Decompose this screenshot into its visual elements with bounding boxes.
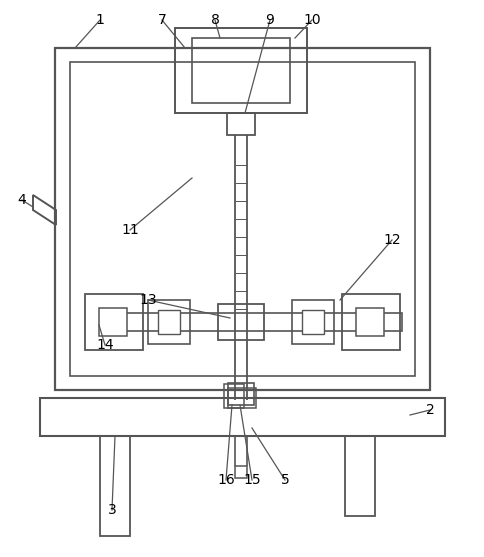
Bar [99, 308, 127, 336]
Bar [55, 48, 430, 390]
Bar [192, 38, 290, 103]
Bar [228, 383, 254, 405]
Bar [40, 398, 445, 436]
Bar [175, 28, 307, 113]
Text: 13: 13 [139, 293, 157, 307]
Bar [224, 384, 244, 408]
Text: 10: 10 [303, 13, 321, 27]
Bar [227, 113, 255, 135]
Bar [228, 388, 256, 408]
Text: 9: 9 [266, 13, 274, 27]
Bar [70, 62, 415, 376]
Text: 14: 14 [96, 338, 114, 352]
Text: 2: 2 [425, 403, 434, 417]
Bar [356, 308, 384, 336]
Bar [235, 466, 247, 478]
Bar [100, 436, 130, 536]
Bar [345, 436, 375, 516]
Text: 15: 15 [243, 473, 261, 487]
Text: 5: 5 [281, 473, 289, 487]
Text: 7: 7 [158, 13, 166, 27]
Text: 3: 3 [107, 503, 116, 517]
Bar [342, 294, 400, 350]
Bar [158, 310, 180, 334]
Bar [100, 313, 402, 331]
Text: 4: 4 [17, 193, 26, 207]
Bar [292, 300, 334, 344]
Text: 16: 16 [217, 473, 235, 487]
Text: 8: 8 [211, 13, 219, 27]
Bar [148, 300, 190, 344]
Bar [85, 294, 143, 350]
Bar [302, 310, 324, 334]
Text: 1: 1 [95, 13, 105, 27]
Text: 11: 11 [121, 223, 139, 237]
Text: 12: 12 [383, 233, 401, 247]
Bar [218, 304, 264, 340]
